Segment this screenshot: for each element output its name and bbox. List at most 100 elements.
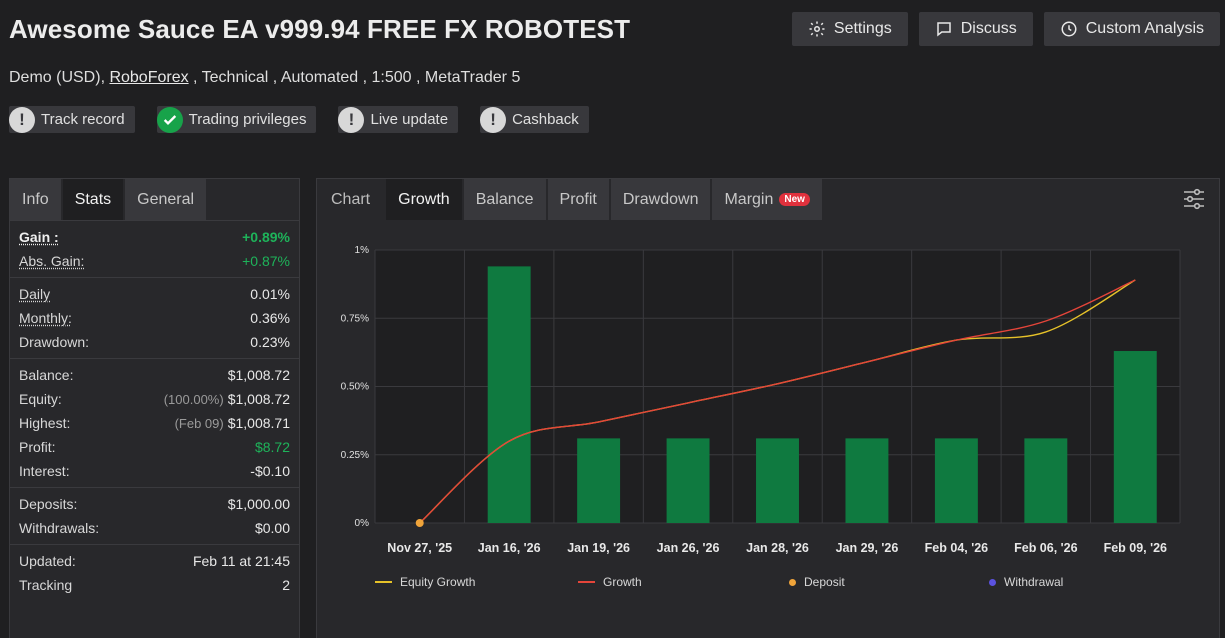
stat-label: Drawdown: (19, 334, 90, 350)
tab-margin[interactable]: Margin New (712, 179, 822, 220)
series-line-growth (419, 279, 1136, 524)
stat-label[interactable]: Daily (19, 286, 51, 302)
custom-analysis-label: Custom Analysis (1085, 20, 1204, 37)
gear-icon (809, 21, 825, 37)
chart-bar (666, 438, 710, 523)
stat-value: -$0.10 (250, 463, 290, 479)
tab-stats[interactable]: Stats (62, 179, 124, 220)
tab-balance[interactable]: Balance (463, 179, 546, 220)
tab-profit[interactable]: Profit (547, 179, 609, 220)
y-tick-label: 0.50% (341, 382, 369, 393)
x-tick-label: Feb 09, '26 (1104, 541, 1167, 555)
settings-label: Settings (833, 20, 892, 37)
badge-label: Trading privileges (188, 111, 307, 128)
legend-label: Equity Growth (400, 575, 476, 589)
badge-label: Live update (370, 111, 449, 128)
account-type: Demo (USD), (9, 69, 110, 86)
stat-date: (Feb 09) (174, 416, 224, 431)
warning-icon: ! (338, 106, 365, 133)
stat-updated: Updated: Feb 11 at 21:45 (19, 549, 290, 573)
stat-drawdown: Drawdown: 0.23% (19, 330, 290, 354)
legend-equity-growth[interactable]: Equity Growth (375, 575, 578, 589)
stat-label[interactable]: Abs. Gain: (19, 253, 85, 269)
discuss-button[interactable]: Discuss (918, 12, 1033, 46)
stat-tracking: Tracking 2 (19, 573, 290, 597)
badges: ! Track record Trading privileges ! Live… (9, 106, 589, 133)
stat-value: $1,008.72 (227, 367, 290, 383)
custom-analysis-button[interactable]: Custom Analysis (1043, 12, 1220, 46)
y-tick-label: 1% (355, 245, 370, 256)
legend-dot-icon (989, 578, 996, 586)
discuss-label: Discuss (960, 20, 1017, 37)
stats-panel: Info Stats General Gain : +0.89% Abs. Ga… (9, 178, 300, 638)
clock-icon (1061, 21, 1077, 37)
badge-live-update[interactable]: ! Live update (338, 106, 459, 133)
badge-track-record[interactable]: ! Track record (9, 106, 135, 133)
legend-label: Withdrawal (1004, 575, 1064, 589)
legend-line-icon (375, 581, 392, 583)
stat-value: Feb 11 at 21:45 (192, 553, 290, 569)
chart-bar (756, 438, 799, 523)
stat-balance: Balance: $1,008.72 (19, 363, 290, 387)
chart-bar (577, 438, 621, 523)
stat-deposits: Deposits: $1,000.00 (19, 492, 290, 516)
stat-value: 2 (282, 577, 290, 593)
settings-button[interactable]: Settings (791, 12, 908, 46)
stat-label: Highest: (19, 415, 71, 431)
chart-bar (487, 266, 531, 523)
x-tick-label: Feb 06, '26 (1014, 541, 1077, 555)
stat-daily: Daily 0.01% (19, 282, 290, 306)
stat-interest: Interest: -$0.10 (19, 459, 290, 483)
stat-value: 0.01% (250, 286, 290, 302)
badge-cashback[interactable]: ! Cashback (480, 106, 589, 133)
x-tick-label: Jan 19, '26 (567, 541, 630, 555)
stat-label: Tracking (19, 577, 73, 593)
stat-label: Updated: (19, 553, 76, 569)
top-actions: Settings Discuss Custom Analysis (791, 12, 1220, 46)
x-tick-label: Jan 29, '26 (836, 541, 899, 555)
tab-margin-label: Margin (724, 190, 774, 208)
tab-drawdown[interactable]: Drawdown (610, 179, 711, 220)
stat-gain: Gain : +0.89% (19, 225, 290, 249)
filter-settings-icon[interactable] (1182, 187, 1206, 211)
new-badge: New (779, 193, 810, 206)
stat-percent: (100.00%) (163, 392, 224, 407)
badge-trading-privileges[interactable]: Trading privileges (156, 106, 317, 133)
legend-deposit[interactable]: Deposit (789, 575, 989, 589)
stat-value: $0.00 (254, 520, 290, 536)
y-tick-label: 0.75% (341, 313, 369, 324)
growth-chart: 0% 0.25% 0.50% 0.75% 1% Nov 27, '25 Jan 16, '2… (341, 245, 1181, 555)
stat-label: Profit: (19, 439, 56, 455)
broker-link[interactable]: RoboForex (109, 69, 189, 86)
legend-dot-icon (789, 578, 796, 586)
warning-icon: ! (9, 106, 35, 133)
stat-value: $1,000.00 (227, 496, 290, 512)
tab-general[interactable]: General (125, 179, 207, 220)
stat-equity: Equity: (100.00%) $1,008.72 (19, 387, 290, 411)
stat-label: Interest: (19, 463, 70, 479)
x-tick-label: Jan 28, '26 (746, 541, 809, 555)
legend-label: Deposit (804, 575, 845, 589)
tab-growth[interactable]: Growth (386, 179, 462, 220)
stat-value: 0.23% (250, 334, 290, 350)
tab-info[interactable]: Info (10, 179, 61, 220)
stat-label: Balance: (19, 367, 74, 383)
stat-label[interactable]: Monthly: (19, 310, 72, 326)
stat-value: +0.87% (242, 253, 290, 269)
chart-legend: Equity Growth Growth Deposit Withdrawal (375, 575, 1063, 589)
x-tick-label: Feb 04, '26 (925, 541, 988, 555)
stat-label: Withdrawals: (19, 520, 100, 536)
chart-bar (934, 438, 978, 523)
stat-highest: Highest: (Feb 09) $1,008.71 (19, 411, 290, 435)
stats-list: Gain : +0.89% Abs. Gain: +0.87% Daily 0.… (10, 225, 299, 597)
x-tick-label: Jan 26, '26 (657, 541, 720, 555)
divider (10, 277, 299, 278)
legend-withdrawal[interactable]: Withdrawal (989, 575, 1063, 589)
legend-growth[interactable]: Growth (578, 575, 789, 589)
stat-label[interactable]: Gain : (19, 229, 59, 245)
stat-monthly: Monthly: 0.36% (19, 306, 290, 330)
check-icon (156, 106, 183, 133)
chart-tabs-label: Chart (331, 190, 371, 208)
page-title: Awesome Sauce EA v999.94 FREE FX ROBOTES… (9, 14, 631, 44)
stat-value: $1,008.72 (227, 391, 290, 407)
